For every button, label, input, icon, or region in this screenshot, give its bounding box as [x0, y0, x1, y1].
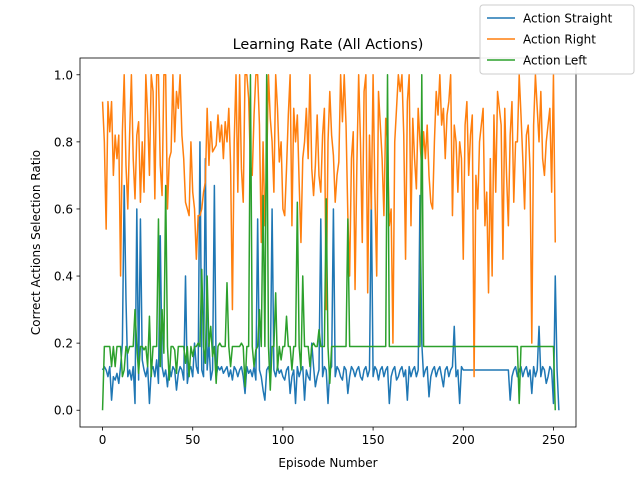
series-layer — [101, 74, 560, 411]
x-tick-label: 0 — [99, 433, 107, 447]
axes-frame — [79, 57, 577, 428]
y-tick-label: 1.0 — [54, 68, 73, 82]
x-axis-label: Episode Number — [278, 456, 377, 470]
y-tick-label: 0.6 — [54, 202, 73, 216]
legend-label-1: Action Straight — [523, 12, 613, 26]
y-tick-label: 0.2 — [54, 337, 73, 351]
x-tick-label: 250 — [542, 433, 565, 447]
y-tick-label: 0.0 — [54, 404, 73, 418]
legend-box — [479, 4, 635, 75]
legend-label-3: Action Left — [523, 54, 587, 68]
x-tick-label: 50 — [185, 433, 200, 447]
y-tick-label: 0.8 — [54, 135, 73, 149]
axes-layer: 0 50 100 150 200 250 0.0 0.2 0.4 0.6 0.8 1.0 — [54, 57, 577, 447]
chart-title: Learning Rate (All Actions) — [233, 37, 424, 53]
legend: Action Straight Action Right Action Left — [479, 4, 635, 75]
series-line-3 — [101, 74, 557, 411]
x-tick-label: 100 — [271, 433, 294, 447]
legend-label-2: Action Right — [523, 33, 596, 47]
x-tick-label: 150 — [362, 433, 385, 447]
x-tick-label: 200 — [452, 433, 475, 447]
y-axis-label: Correct Actions Selection Ratio — [29, 150, 43, 335]
series-line-2 — [101, 74, 557, 378]
y-tick-label: 0.4 — [54, 270, 73, 284]
